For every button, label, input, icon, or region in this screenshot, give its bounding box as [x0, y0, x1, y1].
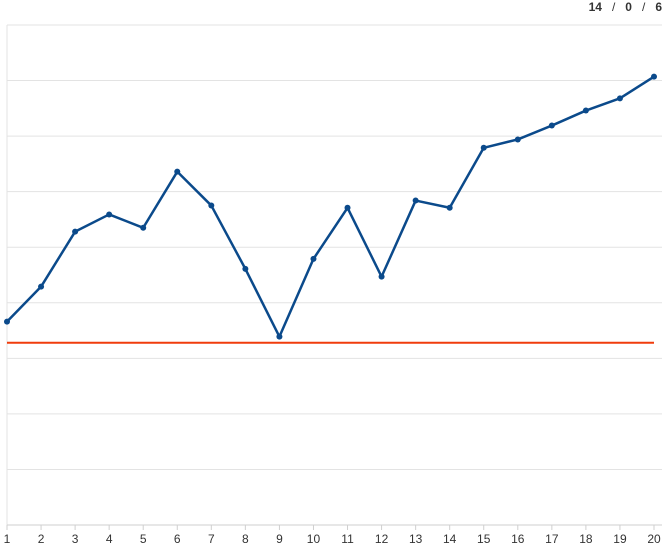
x-tick-label: 18 — [579, 532, 593, 546]
counter-separator: / — [642, 0, 646, 14]
data-point — [72, 228, 79, 235]
data-point — [208, 202, 215, 209]
x-tick-label: 1 — [4, 532, 11, 546]
data-line — [6, 75, 655, 338]
x-tick-label: 13 — [409, 532, 423, 546]
data-point — [174, 168, 181, 175]
data-point — [378, 273, 385, 280]
x-tick-label: 8 — [242, 532, 249, 546]
data-point — [582, 107, 589, 114]
x-tick-label: 4 — [106, 532, 113, 546]
data-point — [412, 197, 419, 204]
x-tick-label: 2 — [38, 532, 45, 546]
data-point — [4, 318, 10, 325]
x-tick-label: 6 — [174, 532, 181, 546]
x-tick-label: 12 — [375, 532, 389, 546]
counter-separator: / — [612, 0, 616, 14]
data-point — [38, 283, 45, 290]
data-point — [616, 95, 623, 102]
x-tick-label: 9 — [276, 532, 283, 546]
counter: 14 — [589, 0, 603, 14]
data-point — [446, 204, 453, 211]
x-tick-label: 7 — [208, 532, 215, 546]
data-point — [140, 224, 147, 231]
x-tick-label: 14 — [443, 532, 457, 546]
x-tick-label: 11 — [341, 532, 354, 546]
data-point — [548, 122, 555, 129]
data-point — [480, 144, 487, 151]
data-point — [310, 255, 317, 262]
x-tick-label: 20 — [647, 532, 661, 546]
data-point — [514, 136, 521, 143]
x-tick-label: 17 — [545, 532, 559, 546]
x-tick-label: 3 — [72, 532, 79, 546]
x-tick-label: 19 — [613, 532, 627, 546]
counter: 6 — [655, 0, 662, 14]
x-tick-label: 16 — [511, 532, 525, 546]
x-tick-label: 5 — [140, 532, 147, 546]
counter: 0 — [625, 0, 632, 14]
counters: 6 / 0 / 14 — [589, 0, 663, 14]
data-point — [344, 204, 351, 211]
x-tick-label: 10 — [307, 532, 321, 546]
data-point — [106, 211, 113, 218]
data-point — [242, 265, 249, 272]
x-tick-label: 15 — [477, 532, 491, 546]
data-point — [651, 73, 657, 80]
data-point — [276, 333, 283, 340]
